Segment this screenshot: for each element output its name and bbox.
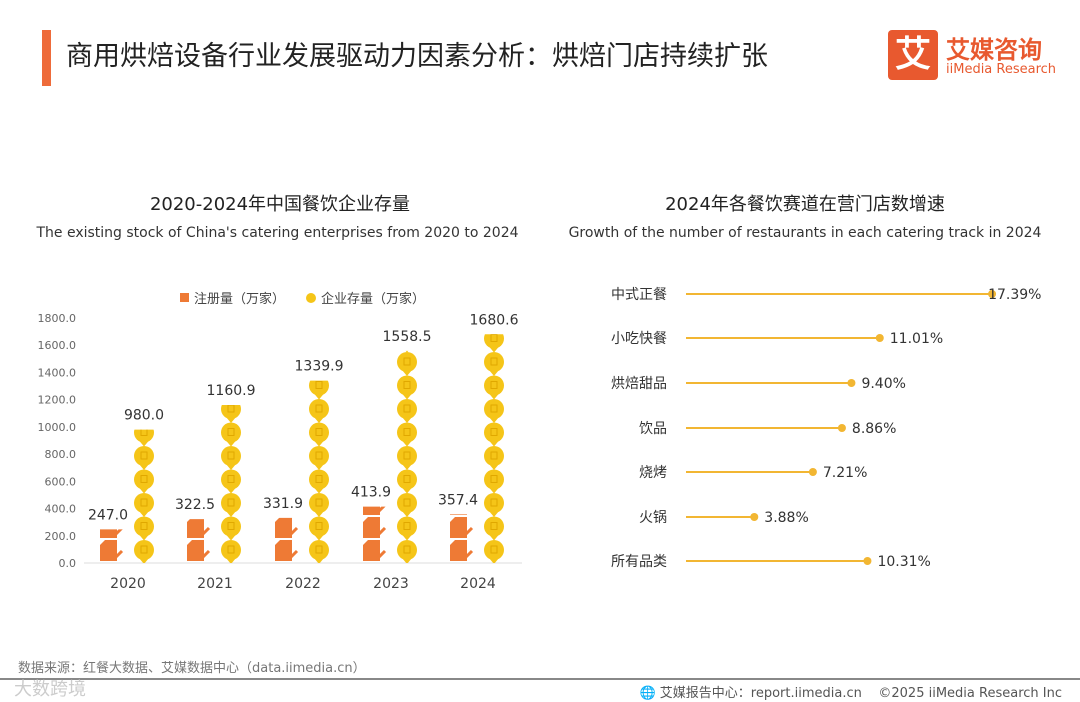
value-label: 17.39%	[988, 287, 1041, 303]
bar-stock	[134, 429, 154, 563]
value-label: 8.86%	[852, 421, 896, 437]
legend-swatch-stock	[306, 293, 316, 303]
logo-cn: 艾媒咨询	[946, 36, 1042, 64]
lollipop-dot	[988, 290, 997, 298]
watermark: 大数跨境	[14, 679, 86, 700]
data-label-registered: 331.9	[263, 496, 303, 512]
bar-registered	[450, 514, 474, 561]
bar-stock	[221, 404, 241, 563]
x-tick-label: 2022	[285, 576, 321, 592]
legend-swatch-registered	[180, 293, 189, 302]
value-label: 7.21%	[823, 465, 867, 481]
category-label: 小吃快餐	[611, 331, 667, 347]
y-tick-label: 0.0	[59, 557, 77, 570]
data-label-stock: 980.0	[124, 408, 164, 424]
lollipop-dot	[847, 379, 856, 387]
bar-registered	[100, 529, 124, 561]
data-label-registered: 413.9	[351, 485, 391, 501]
legend: 注册量（万家） 企业存量（万家）	[180, 291, 425, 307]
lollipop-dot	[808, 468, 817, 476]
value-label: 10.31%	[877, 554, 930, 570]
title-accent-bar	[42, 30, 51, 86]
left-chart: 注册量（万家） 企业存量（万家） 0.0 200.0 400.0 600.0 800.0…	[38, 291, 522, 592]
y-tick-label: 200.0	[45, 530, 77, 543]
category-label: 中式正餐	[611, 287, 667, 303]
data-label-stock: 1680.6	[470, 312, 519, 328]
y-tick-label: 400.0	[45, 503, 77, 516]
value-label: 3.88%	[764, 510, 808, 526]
x-tick-label: 2024	[460, 576, 496, 592]
logo-en: iiMedia Research	[946, 62, 1057, 77]
bar-registered	[275, 517, 299, 561]
category-label: 饮品	[639, 421, 667, 437]
bar-stock	[309, 380, 329, 563]
report-link[interactable]: 艾媒报告中心：report.iimedia.cn	[659, 686, 862, 701]
footer-divider	[0, 678, 1080, 680]
bar-registered	[187, 519, 211, 561]
y-tick-label: 1200.0	[38, 394, 77, 407]
logo-mark: 艾	[888, 30, 938, 80]
data-label-registered: 322.5	[175, 497, 215, 513]
bar-registered	[363, 506, 387, 561]
logo: 艾 艾媒咨询 iiMedia Research	[888, 30, 1068, 82]
right-chart-subtitle: Growth of the number of restaurants in e…	[568, 225, 1042, 241]
lollipop-dot	[875, 334, 884, 342]
value-label: 9.40%	[861, 376, 905, 392]
category-label: 烧烤	[639, 465, 667, 481]
lollipop-dot	[837, 424, 846, 432]
category-label: 烘焙甜品	[611, 376, 667, 392]
right-chart: 中式正餐 17.39% 小吃快餐 11.01% 烘焙甜品 9.40% 饮品 8.86% 烧烤 7.…	[611, 287, 1041, 570]
y-tick-label: 800.0	[45, 448, 77, 461]
data-label-stock: 1339.9	[295, 359, 344, 375]
footer-right: 🌐 艾媒报告中心：report.iimedia.cn ©2025 iiMedia…	[639, 682, 1062, 701]
bar-stock	[484, 334, 504, 564]
copyright: ©2025 iiMedia Research Inc	[878, 686, 1062, 701]
legend-label-stock: 企业存量（万家）	[321, 291, 425, 307]
globe-icon: 🌐	[639, 686, 656, 701]
data-source: 数据来源：红餐大数据、艾媒数据中心（data.iimedia.cn）	[18, 661, 366, 676]
page-title: 商用烘焙设备行业发展驱动力因素分析：烘焙门店持续扩张	[66, 41, 768, 72]
left-chart-title: 2020-2024年中国餐饮企业存量	[149, 194, 411, 215]
x-tick-label: 2021	[197, 576, 233, 592]
data-label-registered: 357.4	[438, 492, 478, 508]
left-chart-subtitle: The existing stock of China's catering e…	[36, 225, 519, 241]
y-tick-label: 600.0	[45, 475, 77, 488]
right-chart-title: 2024年各餐饮赛道在营门店数增速	[665, 194, 945, 215]
data-label-stock: 1558.5	[383, 329, 432, 345]
y-tick-label: 1600.0	[38, 339, 77, 352]
bar-stock	[397, 350, 417, 563]
value-label: 11.01%	[890, 331, 943, 347]
y-tick-label: 1000.0	[38, 421, 77, 434]
x-tick-label: 2020	[110, 576, 146, 592]
lollipop-dot	[863, 557, 872, 565]
category-label: 所有品类	[611, 554, 667, 570]
legend-label-registered: 注册量（万家）	[194, 291, 285, 307]
x-tick-label: 2023	[373, 576, 409, 592]
data-label-stock: 1160.9	[207, 383, 256, 399]
lollipop-dot	[750, 513, 759, 521]
category-label: 火锅	[639, 510, 667, 526]
y-tick-label: 1800.0	[38, 312, 77, 325]
y-tick-label: 1400.0	[38, 366, 77, 379]
data-label-registered: 247.0	[88, 507, 128, 523]
